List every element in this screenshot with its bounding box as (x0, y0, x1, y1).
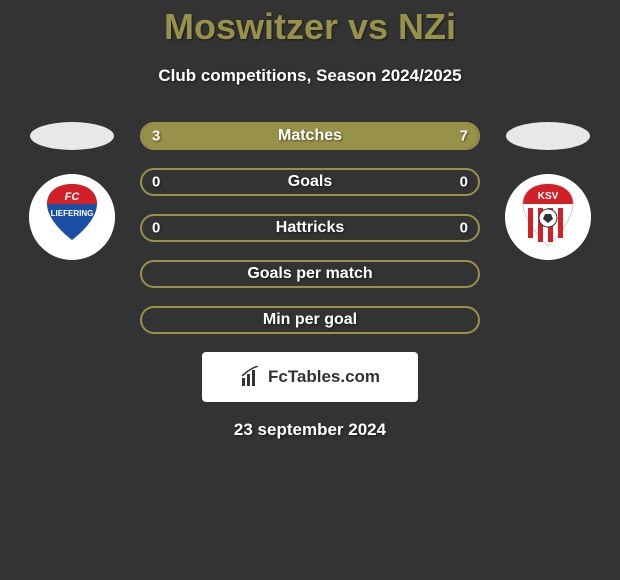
right-player-oval (506, 122, 590, 150)
left-player-oval (30, 122, 114, 150)
bar-label: Goals (288, 173, 332, 191)
svg-text:LIEFERING: LIEFERING (51, 209, 94, 218)
svg-text:KSV: KSV (538, 191, 559, 202)
bar-label: Hattricks (276, 219, 344, 237)
stat-bar: 0 0 Goals (140, 168, 480, 196)
right-column: KSV (498, 122, 598, 260)
content-row: FC LIEFERING 3 7 Matches 0 0 Goals 0 0 Hattricks… (0, 122, 620, 334)
bar-value-left: 3 (152, 128, 160, 145)
stat-bar: Goals per match (140, 260, 480, 288)
svg-text:FC: FC (65, 191, 81, 203)
bar-label: Goals per match (247, 265, 372, 283)
left-column: FC LIEFERING (22, 122, 122, 260)
stat-bar: 3 7 Matches (140, 122, 480, 150)
left-team-crest: FC LIEFERING (29, 174, 115, 260)
stat-bar: Min per goal (140, 306, 480, 334)
bar-label: Matches (278, 127, 342, 145)
site-name: FcTables.com (268, 367, 380, 387)
ksv-crest-icon: KSV (505, 174, 591, 260)
date-label: 23 september 2024 (0, 420, 620, 440)
stat-bar: 0 0 Hattricks (140, 214, 480, 242)
bar-value-left: 0 (152, 174, 160, 191)
comparison-subtitle: Club competitions, Season 2024/2025 (0, 66, 620, 86)
bar-value-right: 7 (460, 128, 468, 145)
liefering-crest-icon: FC LIEFERING (29, 174, 115, 260)
chart-icon (240, 366, 262, 388)
stat-bars: 3 7 Matches 0 0 Goals 0 0 Hattricks Goals per mat… (140, 122, 480, 334)
bar-value-right: 0 (460, 174, 468, 191)
right-team-crest: KSV (505, 174, 591, 260)
bar-value-left: 0 (152, 220, 160, 237)
comparison-title: Moswitzer vs NZi (0, 0, 620, 48)
bar-label: Min per goal (263, 311, 357, 329)
bar-value-right: 0 (460, 220, 468, 237)
site-badge[interactable]: FcTables.com (202, 352, 418, 402)
